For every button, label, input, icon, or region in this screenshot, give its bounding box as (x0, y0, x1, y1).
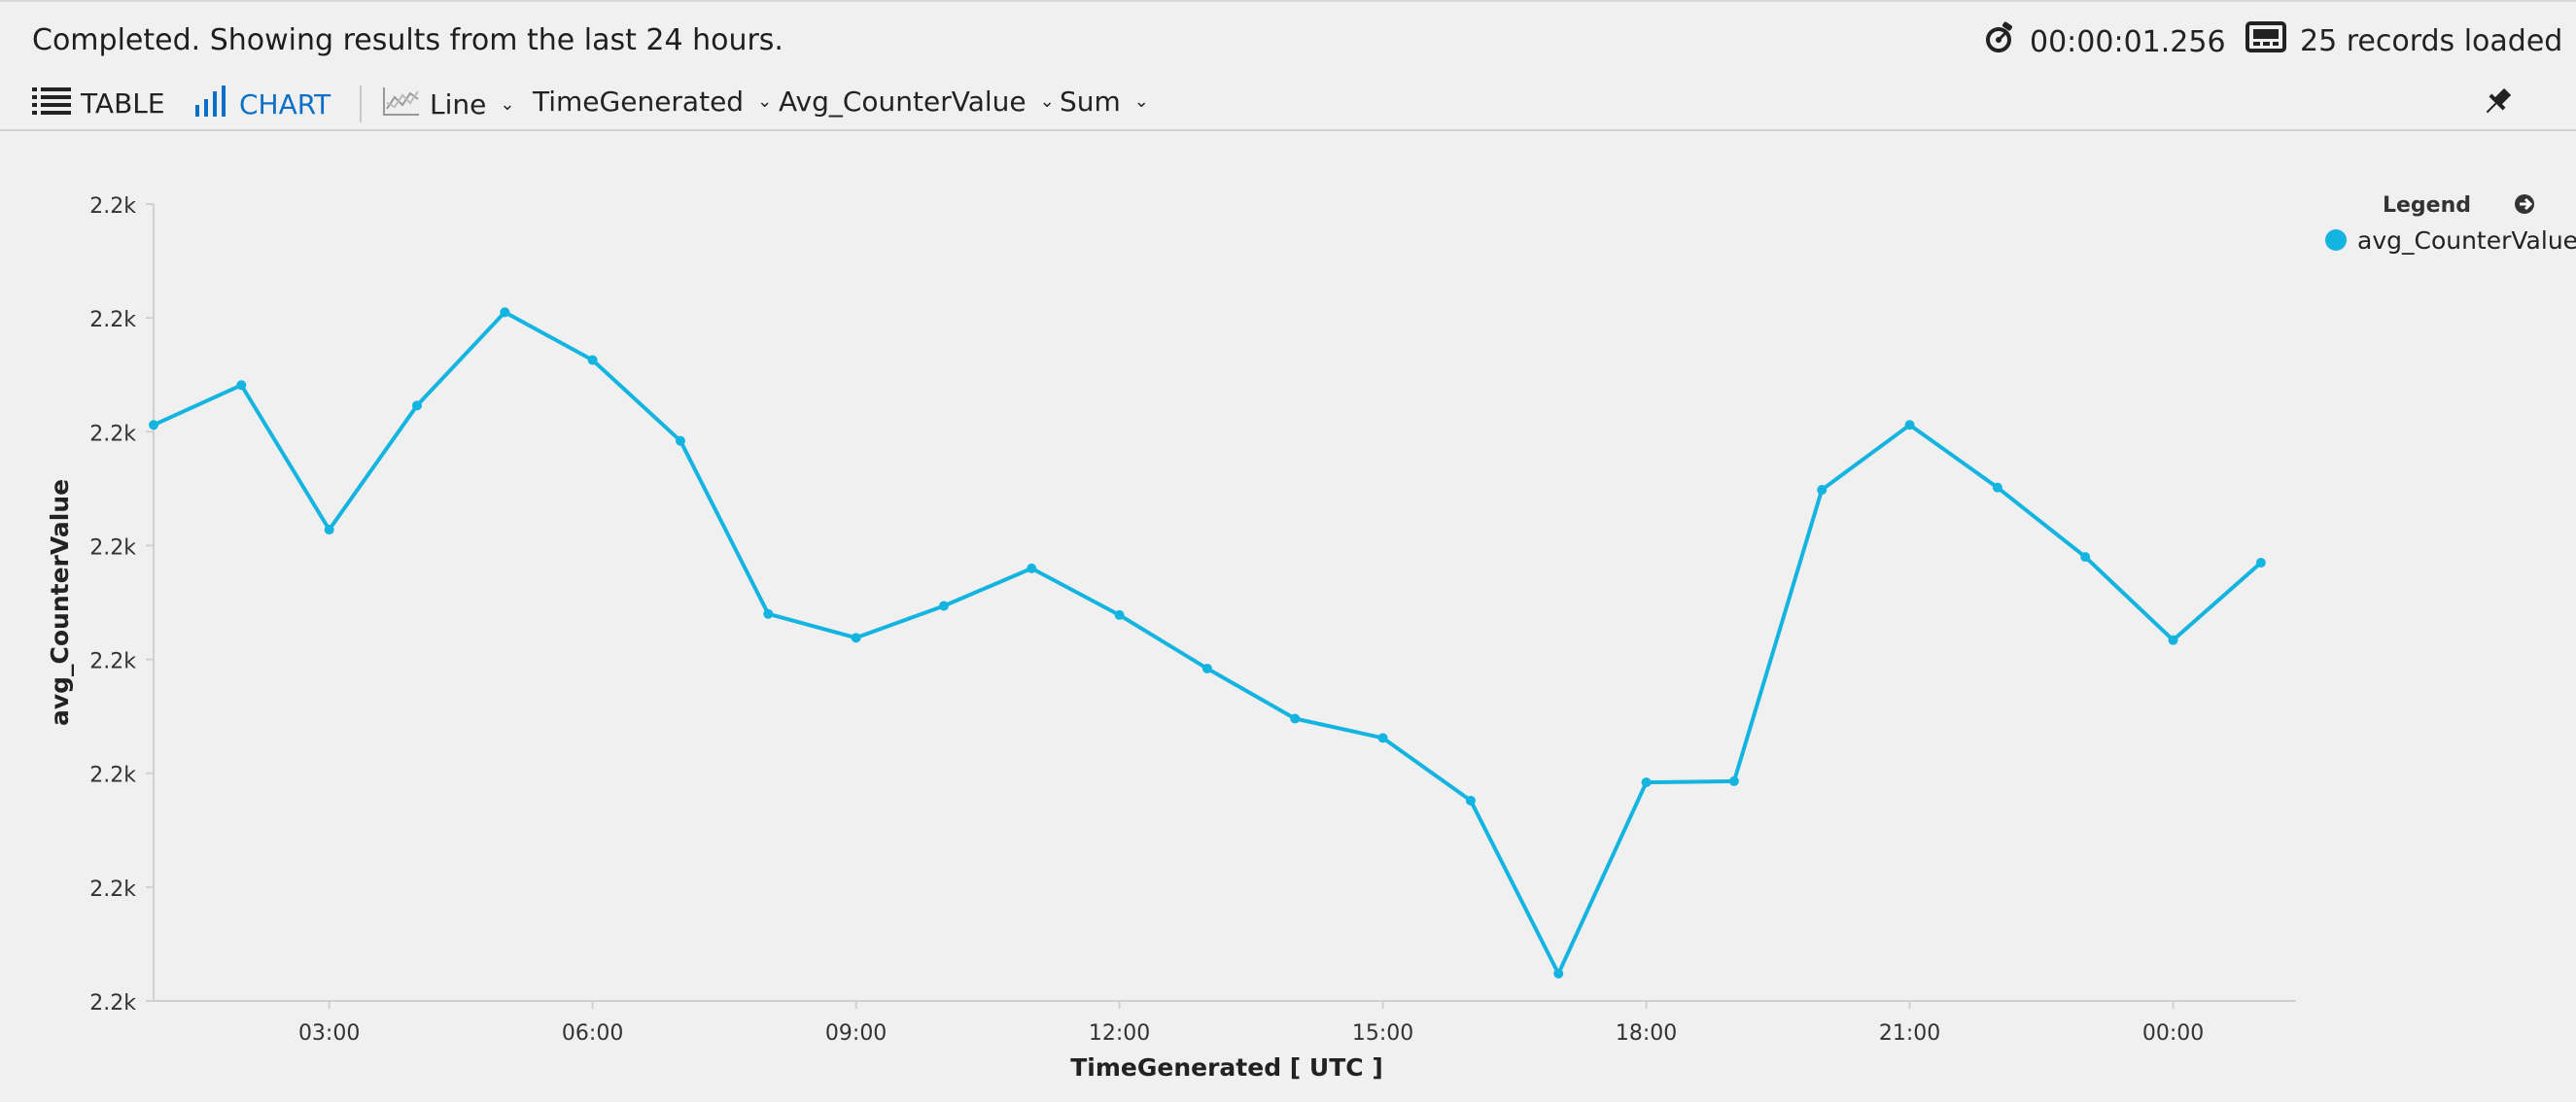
y-tick-label: 2.2k (89, 650, 136, 674)
y-tick-label: 2.2k (89, 764, 136, 788)
data-point[interactable] (500, 307, 510, 318)
y-axis-ticks: 2.2k 2.2k 2.2k 2.2k 2.2k 2.2k 2.2k 2.2k (89, 194, 154, 1016)
data-point[interactable] (1553, 968, 1564, 979)
x-tick-label: 21:00 (1879, 1021, 1940, 1046)
data-point[interactable] (324, 525, 334, 535)
list-icon (32, 86, 71, 121)
data-point[interactable] (675, 435, 685, 446)
x-tick-label: 15:00 (1352, 1021, 1413, 1046)
data-point[interactable] (149, 420, 158, 430)
chart-type-dropdown[interactable]: Line ⌄ (383, 86, 514, 123)
data-point[interactable] (2168, 635, 2178, 645)
chevron-down-icon: ⌄ (1133, 91, 1149, 112)
chevron-down-icon: ⌄ (757, 91, 773, 112)
data-point[interactable] (411, 400, 422, 411)
data-point[interactable] (1114, 609, 1125, 620)
line-chart: 2.2k 2.2k 2.2k 2.2k 2.2k 2.2k 2.2k 2.2k 03:00 06… (46, 193, 2576, 1082)
legend-series-name[interactable]: avg_CounterValue (2357, 226, 2576, 255)
records-icon (2245, 21, 2286, 60)
elapsed-time: 00:00:01.256 (1983, 21, 2226, 62)
y-tick-label: 2.2k (89, 194, 136, 219)
pin-icon (2482, 86, 2513, 125)
legend-marker (2325, 229, 2347, 251)
table-tab-label: TABLE (81, 87, 165, 120)
series-line (153, 310, 2263, 976)
bar-chart-icon (194, 86, 229, 123)
x-tick-label: 18:00 (1616, 1021, 1677, 1046)
chevron-down-icon: ⌄ (500, 94, 515, 115)
data-point[interactable] (1465, 795, 1476, 806)
chart-type-label: Line (430, 88, 487, 121)
data-point[interactable] (1377, 733, 1388, 743)
x-tick-label: 06:00 (562, 1021, 623, 1046)
records-label: 25 records loaded (2300, 23, 2563, 58)
x-column-label: TimeGenerated (533, 86, 745, 118)
chevron-down-icon: ⌄ (1039, 91, 1055, 112)
stopwatch-icon (1983, 21, 2016, 62)
toolbar-divider (360, 86, 362, 122)
x-tick-label: 09:00 (825, 1021, 887, 1046)
records-count: 25 records loaded (2245, 21, 2562, 60)
data-point[interactable] (1992, 482, 2002, 493)
y-tick-label: 2.2k (89, 422, 136, 446)
data-point[interactable] (2080, 552, 2091, 563)
table-tab[interactable]: TABLE (32, 86, 165, 121)
y-axis-label: avg_CounterValue (46, 479, 74, 726)
data-point[interactable] (1641, 777, 1652, 788)
x-tick-label: 12:00 (1089, 1021, 1150, 1046)
data-point[interactable] (851, 633, 861, 643)
data-point[interactable] (236, 380, 247, 391)
y-tick-label: 2.2k (89, 535, 136, 560)
y-tick-label: 2.2k (89, 308, 136, 332)
data-point[interactable] (938, 601, 949, 611)
elapsed-value: 00:00:01.256 (2030, 24, 2226, 59)
data-point[interactable] (763, 608, 774, 619)
x-axis-ticks: 03:00 06:00 09:00 12:00 15:00 18:00 21:00 00:00 (298, 1001, 2204, 1046)
aggregation-dropdown[interactable]: Sum ⌄ (1060, 86, 1149, 118)
legend: Legend avg_CounterValue (2325, 193, 2576, 255)
data-point[interactable] (1728, 775, 1739, 786)
data-point[interactable] (1027, 563, 1037, 573)
y-tick-label: 2.2k (89, 878, 136, 902)
status-text: Completed. Showing results from the last… (32, 23, 783, 57)
y-tick-label: 2.2k (89, 991, 136, 1016)
x-axis-label: TimeGenerated [ UTC ] (1070, 1053, 1383, 1082)
data-point[interactable] (1201, 663, 1212, 673)
chart-tab-label: CHART (239, 88, 331, 121)
line-chart-icon (383, 86, 420, 123)
y-column-dropdown[interactable]: Avg_CounterValue ⌄ (779, 86, 1055, 118)
x-tick-label: 00:00 (2142, 1021, 2204, 1046)
data-point[interactable] (1290, 713, 1301, 724)
chart-toolbar: TABLE CHART Line (0, 80, 2576, 130)
y-column-label: Avg_CounterValue (779, 86, 1027, 118)
x-column-dropdown[interactable]: TimeGenerated ⌄ (533, 86, 772, 118)
aggregation-label: Sum (1060, 86, 1121, 118)
chart-tab[interactable]: CHART (194, 86, 331, 123)
pin-button[interactable] (2482, 86, 2513, 125)
data-point[interactable] (2255, 558, 2266, 568)
arrow-circle-right-icon[interactable] (2515, 194, 2534, 214)
legend-title: Legend (2383, 193, 2471, 218)
data-point[interactable] (587, 355, 598, 365)
results-header: Completed. Showing results from the last… (0, 0, 2576, 131)
series-points (149, 307, 2266, 979)
data-point[interactable] (1904, 420, 1915, 430)
x-tick-label: 03:00 (298, 1021, 360, 1046)
data-point[interactable] (1817, 485, 1828, 496)
